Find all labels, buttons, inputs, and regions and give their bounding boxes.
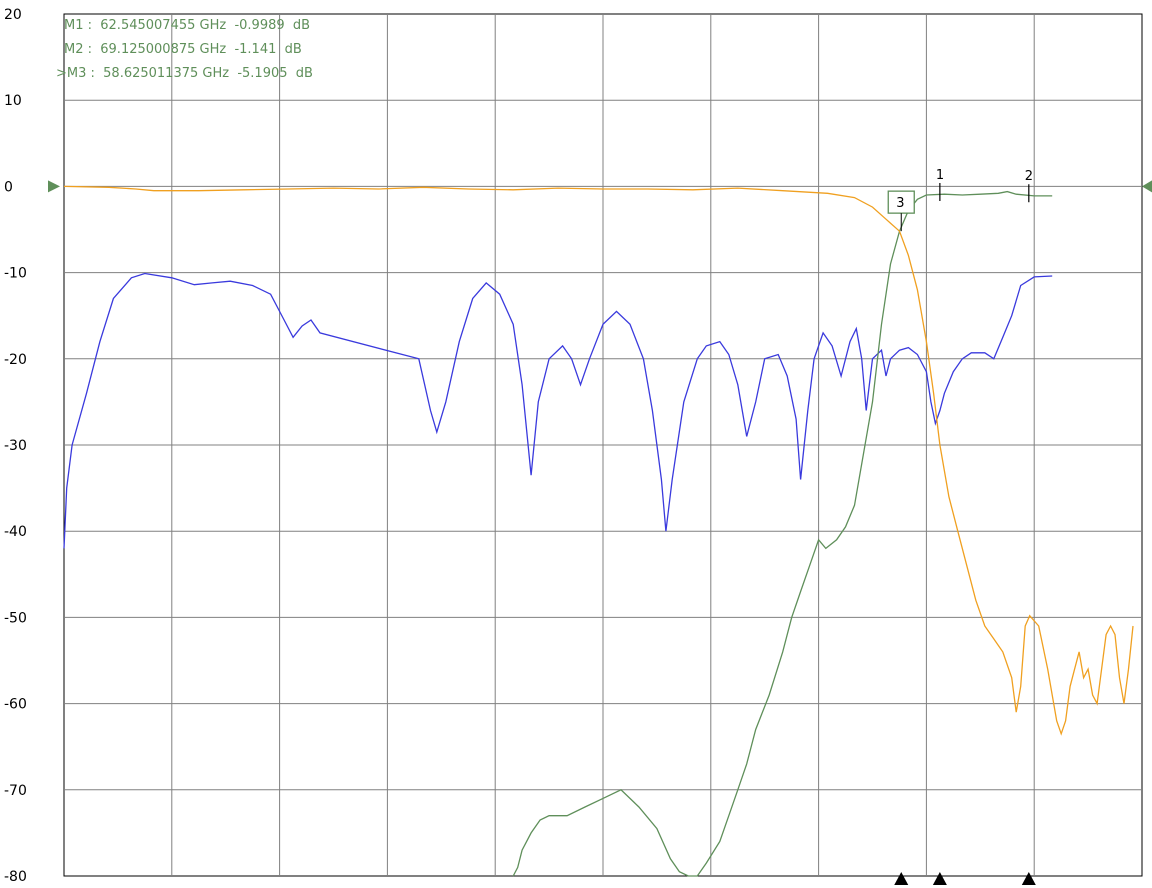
y-tick-label: 0 <box>4 179 13 195</box>
marker-label: 3 <box>896 196 904 211</box>
marker-1[interactable]: 1 <box>932 168 947 885</box>
y-tick-label: -10 <box>4 266 27 282</box>
marker-2[interactable]: 2 <box>1021 169 1036 885</box>
marker-group[interactable]: 1 2 3 <box>887 168 1036 885</box>
reference-arrow-left <box>48 180 60 193</box>
marker-triangle-icon <box>1021 872 1036 885</box>
marker-readout-m3: >M3 : 58.625011375 GHz -5.1905 dB <box>56 66 313 81</box>
y-tick-label: -50 <box>4 610 27 626</box>
trace-s11 <box>63 272 1053 549</box>
y-tick-label: -40 <box>4 524 27 540</box>
marker-readout-m1: M1 : 62.545007455 GHz -0.9989 dB <box>64 18 310 33</box>
plot-grid <box>63 13 1143 877</box>
marker-triangle-icon <box>894 872 909 885</box>
y-tick-label: -30 <box>4 438 27 454</box>
reference-arrow-right <box>1142 180 1152 193</box>
y-tick-label: -60 <box>4 697 27 713</box>
trace-s21 <box>512 190 1053 877</box>
marker-triangle-icon <box>932 872 947 885</box>
marker-3[interactable]: 3 <box>887 190 915 885</box>
y-tick-label: 10 <box>4 93 22 109</box>
marker-readout-m2: M2 : 69.125000875 GHz -1.141 dB <box>64 42 302 57</box>
y-tick-label: -20 <box>4 352 27 368</box>
marker-readout: M1 : 62.545007455 GHz -0.9989 dB M2 : 69… <box>56 18 313 81</box>
y-tick-label: -70 <box>4 783 27 799</box>
marker-label: 1 <box>936 168 944 183</box>
trace-group <box>63 185 1134 877</box>
marker-label: 2 <box>1025 169 1033 184</box>
y-tick-labels: 20 10 0 -10 -20 -30 -40 -50 -60 -70 -80 <box>4 7 27 885</box>
y-tick-label: 20 <box>4 7 22 23</box>
y-tick-label: -80 <box>4 869 27 885</box>
reference-level-markers <box>48 180 1152 193</box>
trace-s22 <box>63 185 1134 736</box>
